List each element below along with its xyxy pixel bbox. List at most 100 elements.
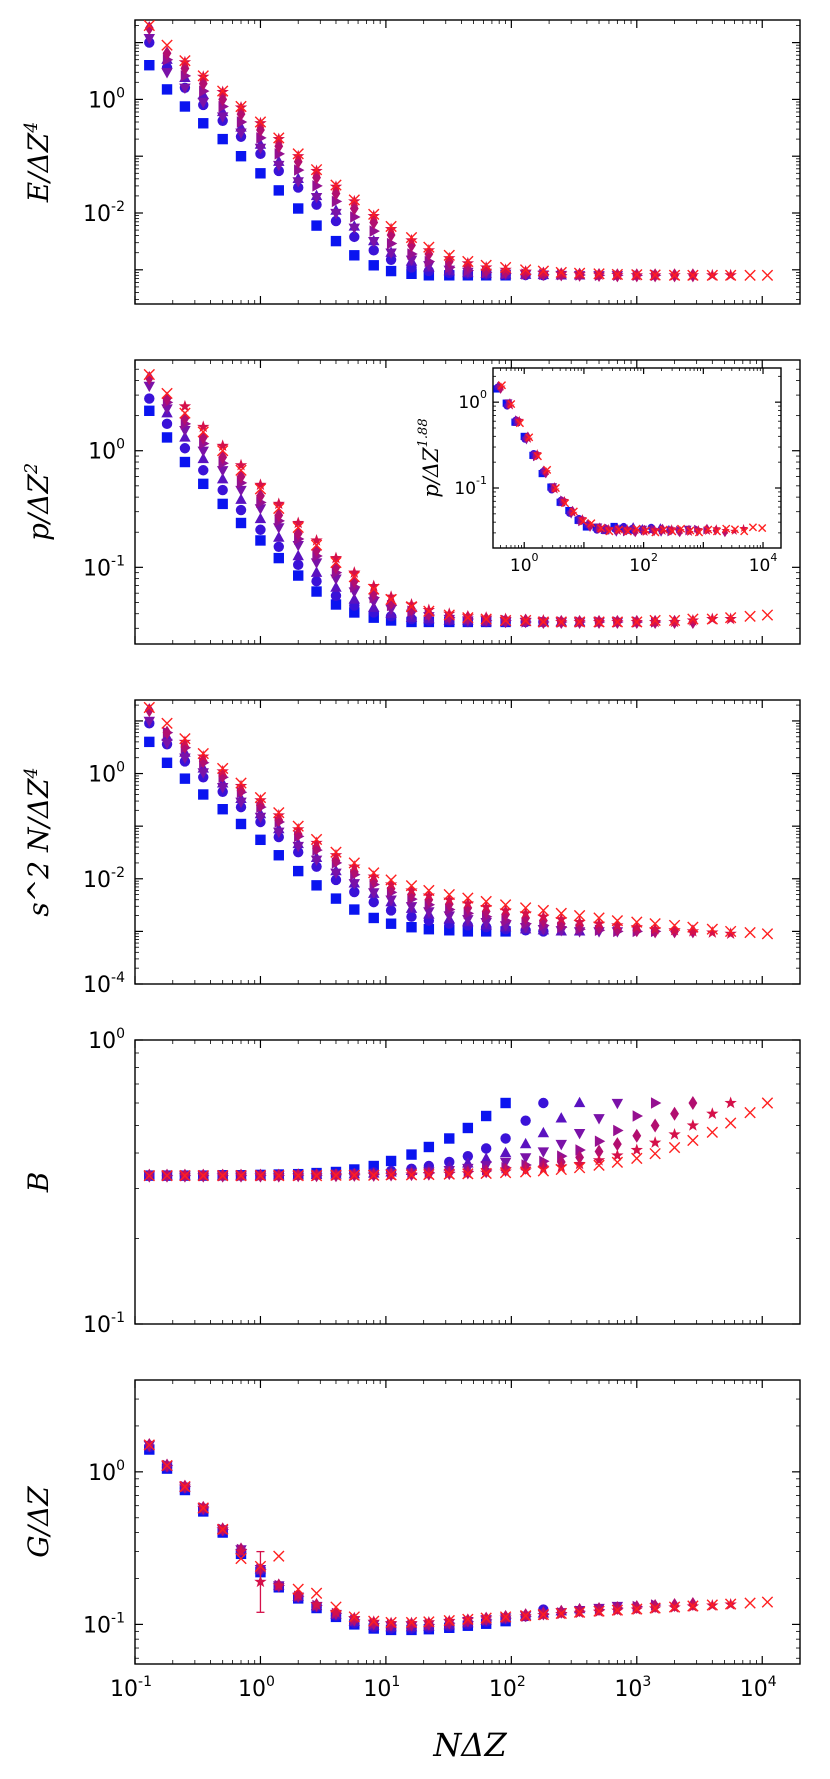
data-point (519, 1153, 532, 1164)
data-point (611, 1098, 624, 1110)
data-point (543, 465, 552, 474)
data-point (706, 613, 719, 625)
series-L8 (143, 701, 774, 940)
data-point (461, 256, 475, 269)
data-point (161, 757, 173, 769)
energy-panel: 100 10-2 E/ΔZ4 (22, 19, 801, 305)
data-point (368, 208, 380, 220)
data-point (311, 586, 322, 597)
axes-frame (492, 367, 782, 549)
data-point (161, 432, 173, 443)
y-tick-label: 10-2 (83, 865, 125, 893)
data-point (311, 576, 322, 587)
y-tick-label: 10-1 (83, 553, 125, 581)
data-point (235, 1169, 247, 1182)
data-point (143, 381, 156, 393)
data-point (272, 1578, 285, 1591)
data-point (161, 387, 173, 400)
data-point (650, 1118, 660, 1133)
data-point (423, 1168, 435, 1181)
data-point (704, 525, 713, 534)
data-point (330, 893, 342, 904)
data-point (310, 533, 323, 546)
data-point (537, 1608, 550, 1621)
data-point (348, 860, 361, 872)
data-point (330, 235, 342, 247)
data-point (537, 1147, 550, 1158)
data-point (179, 456, 191, 468)
y-tick-label: 10-2 (83, 199, 125, 227)
series-L6 (144, 1095, 698, 1183)
data-point (573, 1128, 586, 1140)
data-point (479, 1166, 493, 1178)
data-point (611, 914, 624, 927)
data-point (593, 1114, 605, 1125)
data-point (406, 911, 417, 922)
data-point (670, 1106, 679, 1121)
data-point (724, 1117, 737, 1129)
data-point (611, 1156, 624, 1168)
plot-area (143, 1437, 774, 1636)
data-point (514, 415, 524, 424)
data-point (273, 1550, 285, 1562)
y-tick-label: 100 (88, 760, 125, 788)
data-point (330, 1169, 342, 1181)
data-point (578, 514, 587, 523)
data-point (161, 1169, 173, 1182)
data-point (311, 880, 322, 891)
data-point (368, 896, 379, 908)
x-tick-label: 104 (740, 1674, 777, 1702)
data-point (235, 517, 247, 529)
data-point (594, 1144, 604, 1159)
plot-area (143, 20, 774, 283)
y-axis-label: G/ΔZ (22, 1486, 55, 1558)
data-point (368, 867, 380, 879)
data-point (406, 922, 417, 933)
data-point (761, 1097, 774, 1109)
data-point (255, 524, 266, 535)
data-point (235, 504, 247, 516)
data-point (611, 1604, 624, 1616)
data-point (255, 168, 266, 179)
data-point (386, 237, 398, 250)
data-point (423, 884, 435, 897)
data-point (330, 556, 342, 569)
x-tick-label: 102 (489, 1674, 526, 1702)
data-point (179, 101, 191, 112)
y-tick-label: 100 (88, 1026, 125, 1054)
data-point (631, 1152, 643, 1165)
data-point (532, 449, 542, 458)
data-point (274, 148, 286, 160)
data-point (555, 266, 567, 279)
data-point (179, 407, 191, 419)
data-point (761, 269, 774, 282)
data-point (292, 820, 304, 832)
data-point (293, 203, 304, 214)
data-point (519, 1610, 532, 1622)
data-point (422, 243, 436, 256)
data-point (385, 254, 397, 266)
data-point (273, 1169, 285, 1182)
data-point (593, 268, 605, 280)
data-point (622, 524, 632, 533)
data-point (330, 874, 342, 886)
data-point (761, 1596, 774, 1608)
data-point (368, 1615, 380, 1627)
data-point (368, 912, 379, 924)
data-point (407, 248, 418, 260)
data-point (293, 865, 304, 877)
data-point (740, 527, 749, 536)
data-point (235, 151, 247, 162)
data-point (611, 268, 624, 281)
data-point (144, 60, 155, 71)
y-axis-label: s^2 N/ΔZ4 (22, 767, 55, 916)
data-point (349, 886, 360, 898)
data-point (649, 614, 661, 627)
data-point (423, 924, 435, 935)
y-tick-label: 10-4 (83, 970, 125, 998)
data-point (349, 574, 359, 589)
data-point (161, 68, 173, 79)
data-point (197, 97, 209, 109)
data-point (507, 399, 516, 409)
data-point (480, 1143, 492, 1154)
